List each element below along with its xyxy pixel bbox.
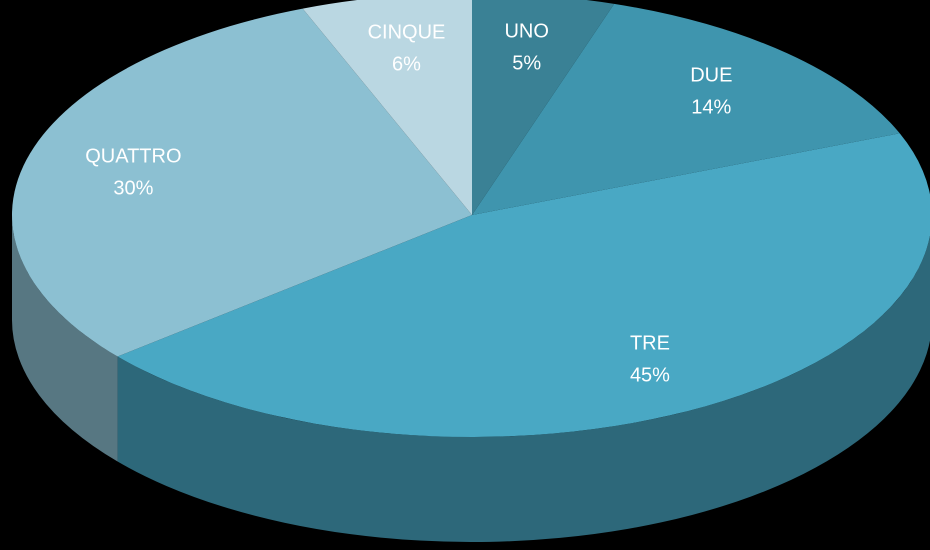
slice-label: UNO <box>504 21 548 43</box>
pie-slice <box>117 133 930 437</box>
slice-label: TRE <box>630 333 670 355</box>
slice-value-label: 14% <box>691 96 731 118</box>
pie-slice <box>11 8 472 357</box>
pie-side <box>117 235 930 542</box>
pie-slice <box>302 0 472 215</box>
slice-value-label: 6% <box>392 54 421 76</box>
slice-label: CINQUE <box>368 22 446 44</box>
pie-slice <box>472 0 615 215</box>
pie-side <box>11 215 118 462</box>
slice-value-label: 30% <box>113 177 153 199</box>
pie-slice <box>472 3 900 216</box>
slice-label: QUATTRO <box>85 145 181 167</box>
slice-value-label: 5% <box>512 53 541 75</box>
slice-label: DUE <box>690 64 732 86</box>
slice-value-label: 45% <box>630 365 670 387</box>
